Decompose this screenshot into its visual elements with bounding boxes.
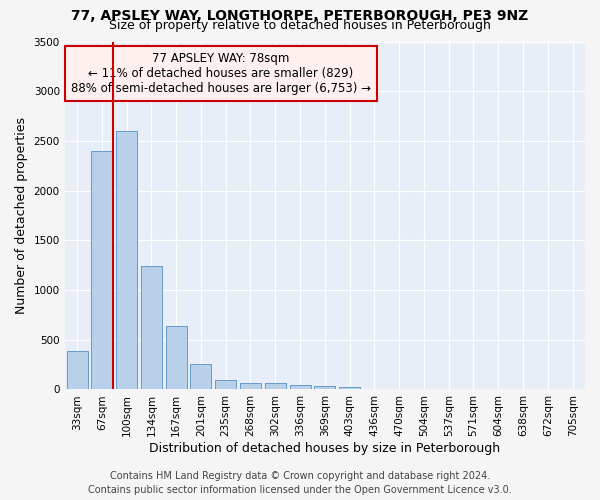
Text: 77, APSLEY WAY, LONGTHORPE, PETERBOROUGH, PE3 9NZ: 77, APSLEY WAY, LONGTHORPE, PETERBOROUGH… xyxy=(71,9,529,23)
Text: Size of property relative to detached houses in Peterborough: Size of property relative to detached ho… xyxy=(109,18,491,32)
Bar xyxy=(190,364,211,390)
Y-axis label: Number of detached properties: Number of detached properties xyxy=(15,117,28,314)
Text: 77 APSLEY WAY: 78sqm
← 11% of detached houses are smaller (829)
88% of semi-deta: 77 APSLEY WAY: 78sqm ← 11% of detached h… xyxy=(71,52,371,95)
Bar xyxy=(166,326,187,390)
Bar xyxy=(240,383,261,390)
Bar xyxy=(265,384,286,390)
Bar xyxy=(116,131,137,390)
X-axis label: Distribution of detached houses by size in Peterborough: Distribution of detached houses by size … xyxy=(149,442,500,455)
Bar xyxy=(215,380,236,390)
Bar xyxy=(141,266,162,390)
Bar xyxy=(290,385,311,390)
Bar xyxy=(314,386,335,390)
Bar xyxy=(67,350,88,390)
Bar xyxy=(339,387,360,390)
Text: Contains HM Land Registry data © Crown copyright and database right 2024.
Contai: Contains HM Land Registry data © Crown c… xyxy=(88,471,512,495)
Bar xyxy=(91,151,112,390)
